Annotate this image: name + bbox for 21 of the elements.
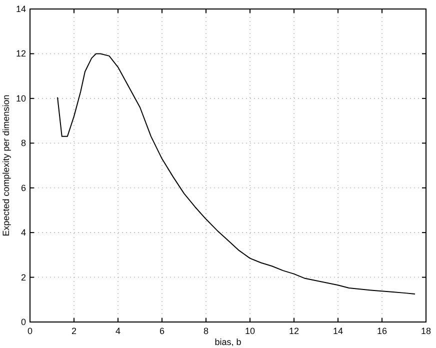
y-tick-label: 14 xyxy=(16,4,26,14)
y-tick-label: 8 xyxy=(20,138,26,148)
y-tick-label: 6 xyxy=(20,182,26,193)
x-tick-label: 16 xyxy=(376,326,388,336)
y-axis-title: Expected complexity per dimension xyxy=(1,94,11,236)
x-tick-label: 18 xyxy=(420,326,432,336)
x-tick-label: 12 xyxy=(288,326,300,336)
x-tick-label: 2 xyxy=(71,326,77,336)
line-series xyxy=(57,53,416,295)
y-tick-label: 4 xyxy=(20,228,26,238)
y-tick-label: 2 xyxy=(20,272,26,282)
x-tick-label: 6 xyxy=(159,326,165,336)
x-axis-title: bias, b xyxy=(214,337,242,347)
y-tick-label: 0 xyxy=(20,317,26,327)
x-tick-label: 4 xyxy=(115,326,121,336)
x-tick-label: 0 xyxy=(27,326,33,336)
y-tick-label: 10 xyxy=(16,93,26,104)
x-tick-label: 14 xyxy=(332,326,344,336)
y-tick-label: 12 xyxy=(16,48,26,59)
x-tick-label: 8 xyxy=(203,326,209,336)
x-tick-label: 10 xyxy=(244,326,256,336)
